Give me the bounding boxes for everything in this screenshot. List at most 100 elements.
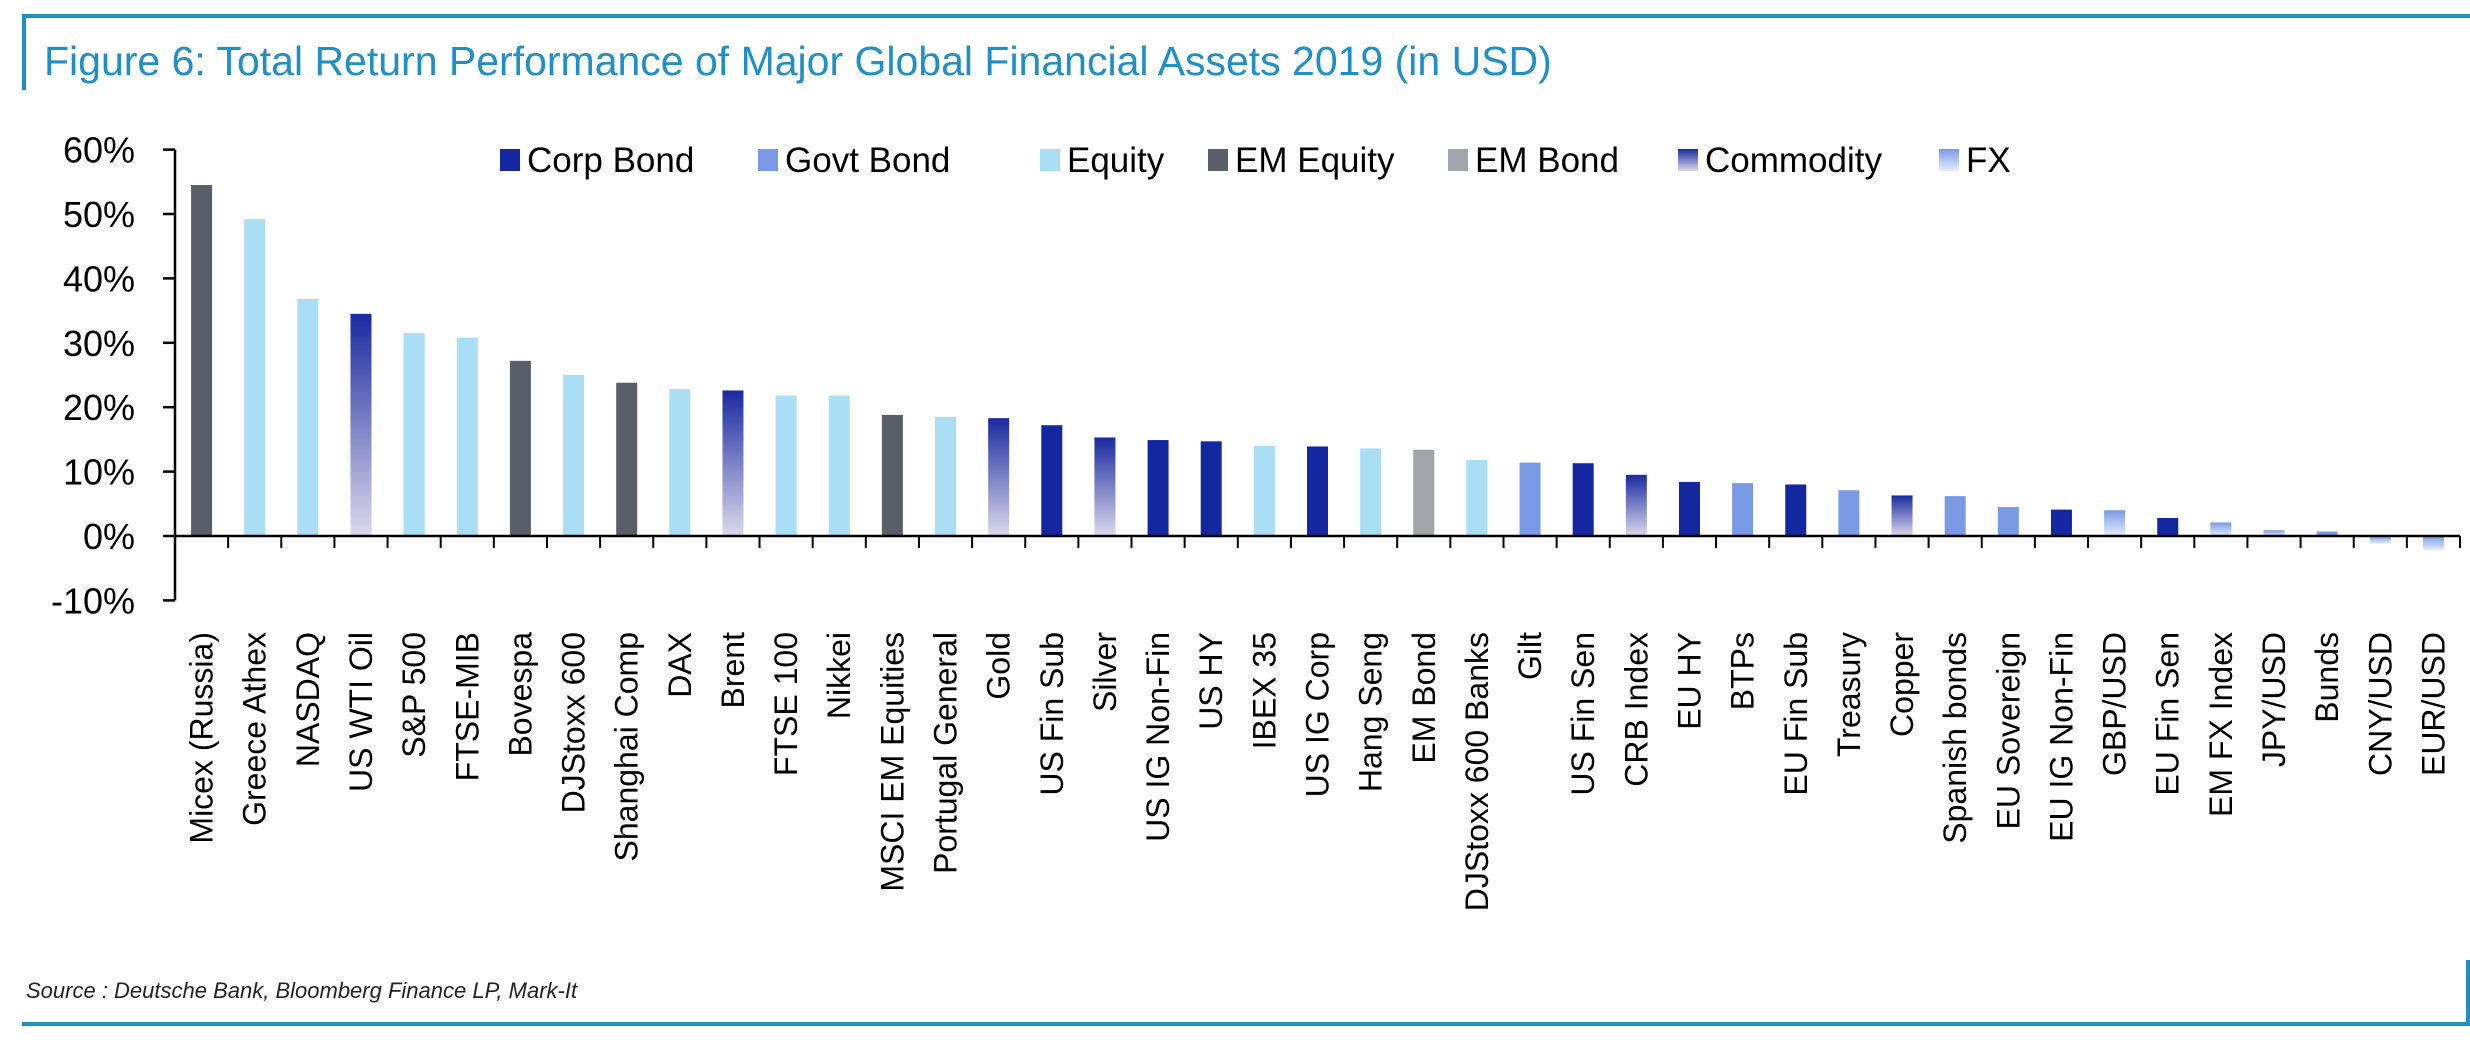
bar-bunds <box>2316 531 2338 536</box>
bar-treasury <box>1838 490 1860 536</box>
bar-ibex-35 <box>1253 445 1275 536</box>
x-tick-label: US IG Non-Fin <box>1140 632 1176 842</box>
x-tick-label: EU Sovereign <box>1990 632 2026 829</box>
x-tick-label: EUR/USD <box>2415 632 2451 776</box>
bar-shanghai-comp <box>616 382 638 536</box>
x-tick-label: EU Fin Sen <box>2150 632 2186 796</box>
bar-us-fin-sen <box>1572 463 1594 536</box>
bar-djstoxx-600 <box>563 375 585 536</box>
x-tick-label: FTSE-MIB <box>449 632 485 781</box>
bar-ftse-100 <box>775 395 797 536</box>
bar-copper <box>1891 495 1913 536</box>
bar-btps <box>1732 483 1754 536</box>
x-tick-label: DJStoxx 600 <box>556 632 592 813</box>
bar-us-ig-corp <box>1307 446 1328 536</box>
bar-eu-fin-sub <box>1785 484 1807 536</box>
x-tick-label: US IG Corp <box>1300 632 1336 797</box>
bar-bovespa <box>509 360 531 536</box>
bar-spanish-bonds <box>1944 496 1966 536</box>
y-tick-label: -10% <box>51 580 135 621</box>
x-tick-label: DJStoxx 600 Banks <box>1459 632 1495 911</box>
x-tick-label: Hang Seng <box>1353 632 1389 792</box>
x-tick-label: US WTI Oil <box>343 632 379 792</box>
chart-title: Figure 6: Total Return Performance of Ma… <box>44 38 1552 84</box>
x-tick-label: Shanghai Comp <box>609 632 645 861</box>
bar-us-hy <box>1200 441 1222 536</box>
legend-swatch-fx <box>1939 149 1959 171</box>
bar-gold <box>988 418 1010 536</box>
bar-greece-athex <box>244 219 266 537</box>
x-tick-label: Bunds <box>2309 632 2345 723</box>
legend-label-govt-bond: Govt Bond <box>785 141 950 180</box>
x-tick-label: Spanish bonds <box>1937 632 1973 844</box>
bar-us-ig-non-fin <box>1147 440 1169 536</box>
legend-swatch-commodity <box>1678 149 1698 171</box>
frame-left-border <box>22 14 26 90</box>
x-tick-label: DAX <box>662 632 698 698</box>
bar-brent <box>722 390 744 536</box>
bar-dax <box>669 389 691 536</box>
bar-jpy-usd <box>2263 530 2285 536</box>
x-tick-label: JPY/USD <box>2256 632 2292 767</box>
x-tick-label: NASDAQ <box>290 632 326 767</box>
x-tick-label: US HY <box>1193 632 1229 730</box>
legend-label-em-equity: EM Equity <box>1235 141 1395 180</box>
x-tick-label: US Fin Sub <box>1034 632 1070 796</box>
bar-micex-russia <box>191 185 213 536</box>
bar-djstoxx-600-banks <box>1466 460 1488 536</box>
bar-hang-seng <box>1360 448 1382 536</box>
x-tick-label: Gold <box>981 632 1017 700</box>
bar-gilt <box>1519 462 1541 536</box>
bar-us-wti-oil <box>350 313 372 536</box>
frame-bottom-border <box>22 1022 2470 1026</box>
x-tick-label: Gilt <box>1512 632 1548 680</box>
x-tick-label: BTPs <box>1725 632 1761 710</box>
x-tick-label: EU HY <box>1671 632 1707 730</box>
bar-eu-hy <box>1678 481 1700 536</box>
y-tick-label: 40% <box>63 258 135 299</box>
bar-em-fx-index <box>2210 522 2232 536</box>
bar-em-bond <box>1413 449 1435 536</box>
x-tick-label: GBP/USD <box>2097 632 2133 776</box>
y-tick-label: 60% <box>63 130 135 171</box>
bar-crb-index <box>1625 474 1647 536</box>
bar-us-fin-sub <box>1041 425 1063 536</box>
legend-label-em-bond: EM Bond <box>1475 141 1619 180</box>
bar-eu-fin-sen <box>2157 517 2179 536</box>
y-tick-label: 50% <box>63 194 135 235</box>
x-tick-label: Brent <box>715 632 751 709</box>
bar-s-p-500 <box>403 333 425 536</box>
frame-right-border <box>2466 960 2470 1026</box>
legend-label-fx: FX <box>1966 141 2011 180</box>
y-tick-label: 10% <box>63 452 135 493</box>
legend-swatch-govt-bond <box>758 149 778 171</box>
x-tick-label: Portugal General <box>928 632 964 874</box>
x-tick-label: Copper <box>1884 632 1920 737</box>
bar-ftse-mib <box>456 337 478 536</box>
x-tick-label: FTSE 100 <box>768 632 804 776</box>
legend-label-equity: Equity <box>1067 141 1165 180</box>
bar-nasdaq <box>297 299 319 536</box>
y-tick-label: 0% <box>83 516 135 557</box>
legend-swatch-equity <box>1040 149 1060 171</box>
bar-msci-em-equities <box>881 414 903 536</box>
legend-swatch-corp-bond <box>500 149 520 171</box>
frame-top-border <box>22 14 2470 18</box>
x-tick-label: Greece Athex <box>237 632 273 826</box>
bar-silver <box>1094 437 1116 536</box>
legend-swatch-em-equity <box>1208 149 1228 171</box>
y-tick-label: 20% <box>63 387 135 428</box>
bar-cny-usd <box>2369 536 2391 544</box>
x-tick-label: CNY/USD <box>2362 632 2398 776</box>
x-tick-label: US Fin Sen <box>1565 632 1601 796</box>
x-tick-label: Nikkei <box>821 632 857 719</box>
x-tick-label: MSCI EM Equities <box>874 632 910 892</box>
y-tick-label: 30% <box>63 323 135 364</box>
bar-nikkei <box>828 395 850 536</box>
bar-gbp-usd <box>2104 510 2126 536</box>
source-note: Source : Deutsche Bank, Bloomberg Financ… <box>26 978 578 1003</box>
bar-eu-ig-non-fin <box>2050 509 2072 536</box>
x-tick-label: IBEX 35 <box>1246 632 1282 749</box>
legend-label-corp-bond: Corp Bond <box>527 141 694 180</box>
